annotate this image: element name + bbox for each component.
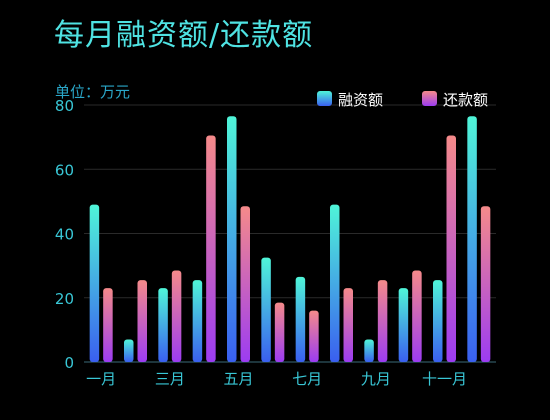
x-tick-label: 三月 [155, 370, 185, 388]
bar-series-1 [124, 339, 134, 362]
bar-series-1 [295, 276, 306, 362]
legend-label: 融资额 [338, 91, 383, 109]
x-tick-label: 九月 [361, 370, 391, 388]
bar-series-2 [206, 135, 216, 362]
bar-series-1 [398, 288, 409, 362]
x-axis-ticks: 一月 三月 五月 七月 九月 十一月 [86, 370, 467, 388]
bar-series-1 [227, 116, 237, 363]
bar-series-1 [467, 116, 477, 363]
bar-series-1 [330, 204, 340, 362]
bars [89, 116, 491, 363]
legend-swatch [422, 91, 437, 106]
grid-lines [84, 104, 496, 363]
legend: 融资额 还款额 [317, 91, 488, 109]
bar-series-1 [158, 288, 168, 362]
bar-series-2 [412, 270, 422, 362]
bar-series-1 [89, 204, 100, 362]
x-tick-label: 七月 [292, 370, 322, 388]
chart-title: 每月融资额/还款额 [54, 18, 314, 53]
y-tick-label: 20 [55, 290, 74, 308]
y-tick-label: 60 [55, 161, 74, 179]
unit-label: 单位：万元 [55, 83, 131, 101]
legend-swatch [317, 91, 332, 106]
bar-series-2 [171, 270, 182, 362]
bar-series-2 [240, 206, 250, 362]
y-axis-ticks: 0 20 40 60 80 [55, 97, 74, 372]
bar-series-1 [433, 280, 443, 362]
bar-series-2 [343, 288, 353, 362]
bar-series-1 [364, 339, 374, 362]
bar-series-2 [137, 280, 147, 362]
bar-series-2 [446, 135, 456, 362]
bar-series-2 [103, 288, 113, 362]
y-tick-label: 0 [64, 354, 74, 372]
x-tick-label: 十一月 [422, 370, 467, 388]
bar-series-2 [309, 310, 319, 362]
y-tick-label: 80 [55, 97, 74, 115]
bar-series-2 [377, 280, 388, 362]
x-tick-label: 五月 [223, 370, 253, 388]
bar-series-1 [192, 280, 203, 362]
x-tick-label: 一月 [86, 370, 116, 388]
bar-series-2 [274, 302, 285, 362]
bar-series-1 [261, 257, 271, 362]
bar-series-2 [480, 206, 491, 362]
y-tick-label: 40 [55, 226, 74, 244]
legend-label: 还款额 [443, 91, 488, 109]
